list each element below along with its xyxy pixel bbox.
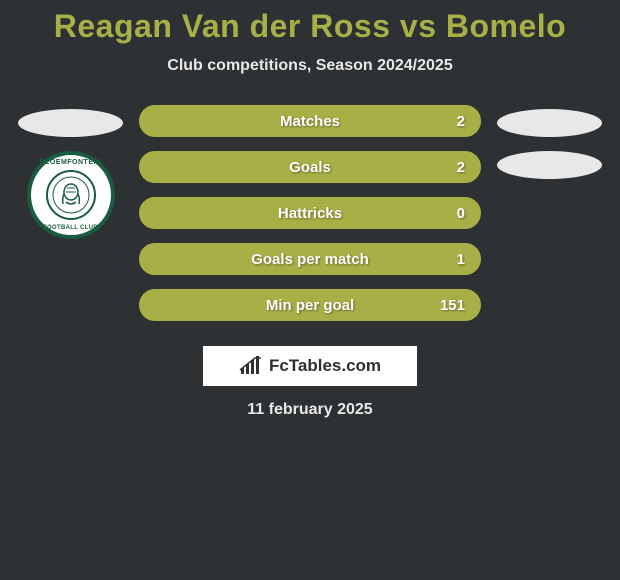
stat-row: Hattricks 0 bbox=[139, 197, 481, 229]
stat-label: Goals per match bbox=[251, 251, 369, 268]
badge-inner bbox=[46, 170, 96, 220]
stat-value: 1 bbox=[457, 251, 465, 268]
stat-value: 2 bbox=[457, 113, 465, 130]
stat-label: Goals bbox=[289, 159, 331, 176]
stat-row: Goals 2 bbox=[139, 151, 481, 183]
stat-value: 2 bbox=[457, 159, 465, 176]
badge-bottom-text: FOOTBALL CLUB bbox=[43, 225, 98, 231]
stat-row: Min per goal 151 bbox=[139, 289, 481, 321]
bar-chart-icon bbox=[239, 356, 263, 376]
stat-value: 0 bbox=[457, 205, 465, 222]
player-oval-right-1 bbox=[497, 109, 602, 137]
player-oval-right-2 bbox=[497, 151, 602, 179]
stat-label: Min per goal bbox=[266, 297, 354, 314]
stat-row: Goals per match 1 bbox=[139, 243, 481, 275]
right-column bbox=[497, 105, 602, 179]
comparison-row: BLOEMFONTEIN FOOTBALL CLUB Matches bbox=[0, 105, 620, 321]
club-badge-left: BLOEMFONTEIN FOOTBALL CLUB bbox=[27, 151, 115, 239]
page-title: Reagan Van der Ross vs Bomelo bbox=[0, 8, 620, 45]
stat-label: Matches bbox=[280, 113, 340, 130]
stat-row: Matches 2 bbox=[139, 105, 481, 137]
stat-value: 151 bbox=[440, 297, 465, 314]
subtitle: Club competitions, Season 2024/2025 bbox=[0, 57, 620, 75]
stat-label: Hattricks bbox=[278, 205, 342, 222]
player-oval-left bbox=[18, 109, 123, 137]
badge-top-text: BLOEMFONTEIN bbox=[40, 159, 102, 166]
brand-box: FcTables.com bbox=[202, 345, 418, 387]
celtic-icon bbox=[52, 176, 90, 214]
brand-text: FcTables.com bbox=[269, 356, 381, 376]
stats-column: Matches 2 Goals 2 Hattricks 0 Goals per … bbox=[139, 105, 481, 321]
date-text: 11 february 2025 bbox=[0, 401, 620, 419]
left-column: BLOEMFONTEIN FOOTBALL CLUB bbox=[18, 105, 123, 239]
